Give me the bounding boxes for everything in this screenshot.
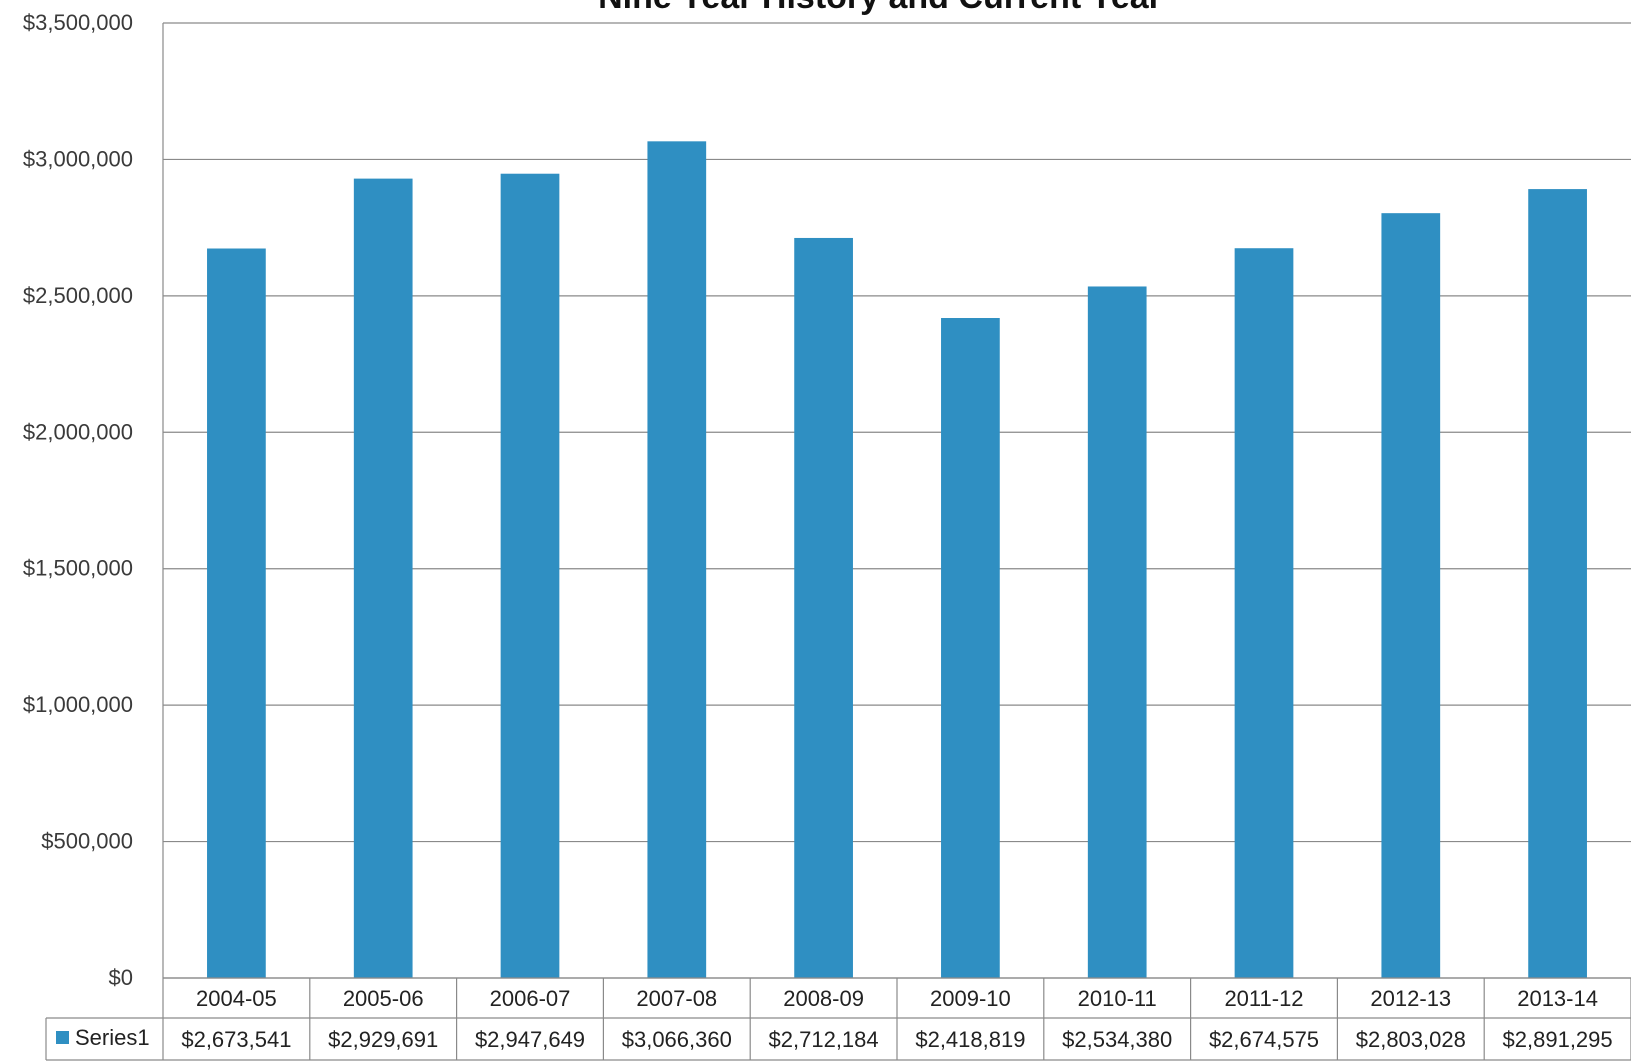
data-value-label: $3,066,360 — [622, 1027, 732, 1052]
bars — [207, 141, 1587, 979]
data-value-label: $2,534,380 — [1062, 1027, 1172, 1052]
x-category-label: 2004-05 — [196, 986, 277, 1011]
bar — [1087, 286, 1147, 978]
data-value-label: $2,803,028 — [1356, 1027, 1466, 1052]
bar — [1234, 248, 1294, 978]
x-category-label: 2011-12 — [1224, 986, 1303, 1011]
data-value-label: $2,418,819 — [915, 1027, 1025, 1052]
y-tick-label: $1,500,000 — [23, 556, 133, 581]
bar — [207, 248, 266, 978]
data-value-label: $2,674,575 — [1209, 1027, 1319, 1052]
y-tick-label: $2,500,000 — [23, 283, 133, 308]
x-category-label: 2013-14 — [1517, 986, 1598, 1011]
y-tick-label: $3,000,000 — [23, 146, 133, 171]
x-category-label: 2010-11 — [1078, 986, 1157, 1011]
x-category-label: 2008-09 — [783, 986, 864, 1011]
y-tick-label: $0 — [109, 965, 133, 990]
bar — [647, 141, 707, 978]
y-tick-label: $500,000 — [41, 829, 133, 854]
legend-swatch — [56, 1031, 69, 1044]
legend-label: Series1 — [75, 1025, 150, 1050]
y-tick-label: $2,000,000 — [23, 419, 133, 444]
y-tick-label: $3,500,000 — [23, 10, 133, 35]
data-value-label: $2,712,184 — [769, 1027, 879, 1052]
x-category-label: 2009-10 — [930, 986, 1011, 1011]
bar — [1528, 189, 1587, 979]
data-value-label: $2,947,649 — [475, 1027, 585, 1052]
y-axis-ticks: $0 $500,000 $1,000,000 $1,500,000 $2,000,000… — [23, 10, 133, 990]
data-value-label: $2,891,295 — [1503, 1027, 1613, 1052]
bar — [500, 173, 560, 979]
y-tick-label: $1,000,000 — [23, 692, 133, 717]
data-value-label: $2,673,541 — [181, 1027, 291, 1052]
x-category-label: 2012-13 — [1370, 986, 1451, 1011]
bar — [353, 178, 413, 978]
data-value-label: $2,929,691 — [328, 1027, 438, 1052]
bar — [1381, 213, 1441, 979]
data-table: 2004-05 2005-06 2006-07 2007-08 2008-09 2009-… — [45, 977, 1631, 1061]
chart-title: Nine Year History and Current Year — [598, 0, 1162, 16]
x-category-label: 2007-08 — [636, 986, 717, 1011]
x-category-label: 2005-06 — [343, 986, 424, 1011]
bar — [794, 237, 853, 978]
x-category-label: 2006-07 — [490, 986, 571, 1011]
bar — [941, 318, 1000, 979]
